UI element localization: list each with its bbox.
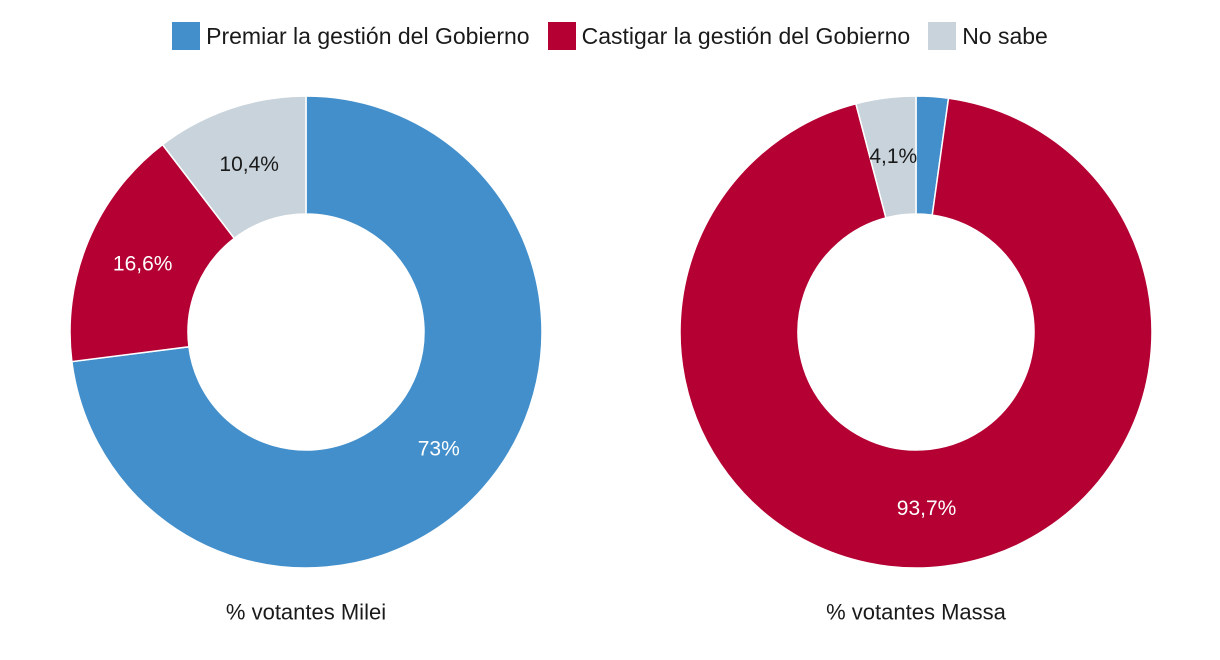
donut-chart-1: 73% 16,6% 10,4% % votantes Milei — [69, 95, 543, 625]
legend-item-premiar: Premiar la gestión del Gobierno — [172, 22, 530, 50]
legend-label-premiar: Premiar la gestión del Gobierno — [206, 22, 530, 49]
legend-label-no-sabe: No sabe — [962, 22, 1048, 49]
donut-1-slice-castigar — [69, 143, 236, 363]
donut-2-slice-no-sabe — [854, 95, 917, 219]
donut-1-label-no-sabe: 10,4% — [219, 153, 279, 176]
donut-2-slice-castigar — [679, 97, 1153, 569]
donut-1-caption: % votantes Milei — [226, 600, 386, 625]
legend-swatch-premiar — [172, 22, 201, 50]
legend-label-castigar: Castigar la gestión del Gobierno — [581, 22, 911, 49]
donut-1-slice-no-sabe — [161, 95, 307, 240]
legend: Premiar la gestión del Gobierno Castigar… — [0, 22, 1220, 50]
donut-2-label-castigar: 93,7% — [897, 497, 957, 520]
donut-chart-2: 93,7% 4,1% % votantes Massa — [679, 95, 1153, 625]
legend-swatch-no-sabe — [928, 22, 957, 50]
legend-item-castigar: Castigar la gestión del Gobierno — [547, 22, 911, 50]
donut-1-slice-premiar — [71, 95, 543, 569]
legend-item-no-sabe: No sabe — [928, 22, 1048, 50]
donut-2-caption: % votantes Massa — [826, 600, 1007, 625]
donut-1-label-premiar: 73% — [418, 438, 460, 461]
legend-swatch-castigar — [547, 22, 576, 50]
donut-1-label-castigar: 16,6% — [113, 252, 173, 275]
donut-2-label-no-sabe: 4,1% — [869, 145, 917, 168]
